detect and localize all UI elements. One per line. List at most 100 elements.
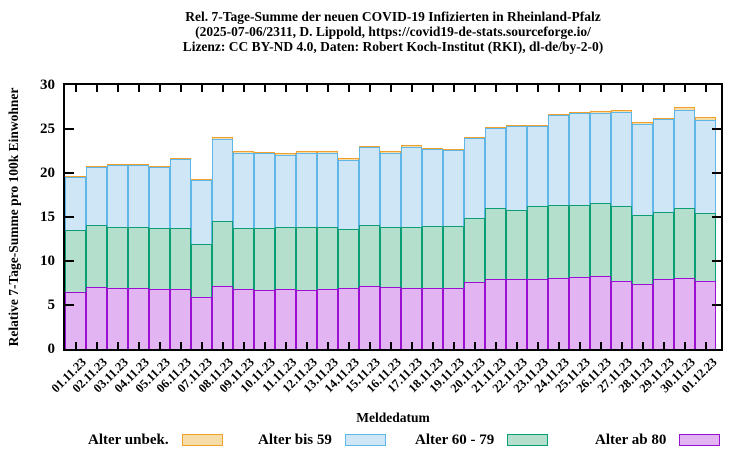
bar-segment [65, 176, 86, 178]
bar-segment [380, 151, 401, 153]
bar-segment [380, 152, 401, 227]
bar-segment [443, 288, 464, 349]
x-tick-mark [452, 342, 455, 349]
x-axis-label: Meldedatum [356, 410, 430, 425]
bar-segment [485, 126, 506, 128]
bar-segment [653, 117, 674, 120]
bar-segment [653, 211, 674, 280]
bar-segment [359, 285, 380, 349]
stacked-bar [338, 85, 359, 349]
bar-segment [653, 279, 674, 349]
y-tick-mark [65, 304, 74, 306]
bar-segment [695, 281, 716, 349]
bar-segment [107, 288, 128, 349]
bar-segment [212, 136, 233, 139]
bar-segment [65, 291, 86, 349]
bar-segment [275, 154, 296, 227]
bar-segment [149, 289, 170, 349]
x-tick-mark [221, 85, 224, 92]
y-tick-mark [712, 260, 721, 262]
x-tick-mark [620, 342, 623, 349]
bar-segment [464, 136, 485, 138]
bar-segment [107, 165, 128, 227]
stacked-bar [422, 85, 443, 349]
bar-segment [569, 112, 590, 114]
x-tick-mark [494, 342, 497, 349]
x-tick-mark [683, 85, 686, 92]
x-tick-mark [578, 342, 581, 349]
x-tick-mark [116, 342, 119, 349]
stacked-bar [611, 85, 632, 349]
bar-segment [296, 290, 317, 349]
stacked-bar [569, 85, 590, 349]
legend-item: Alter bis 59 [258, 431, 386, 449]
bar-segment [590, 202, 611, 276]
legend-item: Alter unbek. [88, 431, 223, 449]
bar-segment [338, 159, 359, 230]
bars-container [65, 85, 716, 349]
y-tick-mark [712, 128, 721, 130]
x-tick-mark [473, 85, 476, 92]
bar-segment [338, 288, 359, 349]
chart-title: Rel. 7-Tage-Summe der neuen COVID-19 Inf… [63, 9, 723, 54]
bar-segment [695, 212, 716, 282]
x-tick-mark [242, 342, 245, 349]
plot-area [63, 83, 723, 351]
bar-segment [275, 226, 296, 290]
stacked-bar [485, 85, 506, 349]
bar-segment [149, 227, 170, 290]
x-tick-mark [599, 85, 602, 92]
bar-segment [506, 209, 527, 279]
x-tick-mark [515, 342, 518, 349]
bar-segment [254, 151, 275, 154]
legend-label: Alter 60 - 79 [415, 431, 495, 448]
x-tick-mark [473, 342, 476, 349]
bar-segment [128, 164, 149, 166]
y-axis-label: Relative 7-Tage-Summe pro 100k Einwohner [6, 87, 21, 347]
bar-segment [107, 164, 128, 166]
bar-segment [632, 283, 653, 349]
x-tick-mark [179, 342, 182, 349]
bar-segment [590, 111, 611, 114]
bar-segment [569, 113, 590, 205]
bar-segment [191, 180, 212, 245]
x-tick-mark [116, 85, 119, 92]
bar-segment [401, 145, 422, 147]
bar-segment [506, 124, 527, 126]
bar-segment [128, 288, 149, 349]
bar-segment [212, 285, 233, 349]
bar-segment [254, 290, 275, 349]
bar-segment [653, 119, 674, 212]
bar-segment [422, 288, 443, 349]
bar-segment [107, 226, 128, 289]
bar-segment [128, 165, 149, 227]
bar-segment [233, 151, 254, 153]
x-tick-mark [620, 85, 623, 92]
stacked-bar [548, 85, 569, 349]
x-tick-mark [284, 342, 287, 349]
stacked-bar [653, 85, 674, 349]
x-tick-mark [641, 85, 644, 92]
stacked-bar [275, 85, 296, 349]
y-tick-mark [65, 172, 74, 174]
bar-segment [527, 278, 548, 349]
x-tick-mark [389, 342, 392, 349]
x-tick-mark [599, 342, 602, 349]
bar-segment [401, 146, 422, 227]
stacked-bar [401, 85, 422, 349]
x-tick-mark [557, 85, 560, 92]
bar-segment [191, 244, 212, 298]
bar-segment [443, 148, 464, 150]
chart-title-line3: Lizenz: CC BY-ND 4.0, Daten: Robert Koch… [182, 39, 604, 54]
stacked-bar [254, 85, 275, 349]
bar-segment [170, 158, 191, 228]
bar-segment [674, 208, 695, 278]
bar-segment [548, 113, 569, 115]
x-tick-mark [662, 85, 665, 92]
x-tick-mark [95, 85, 98, 92]
bar-segment [674, 107, 695, 111]
stacked-bar [191, 85, 212, 349]
x-tick-mark [536, 85, 539, 92]
y-tick-label: 0 [47, 341, 56, 357]
